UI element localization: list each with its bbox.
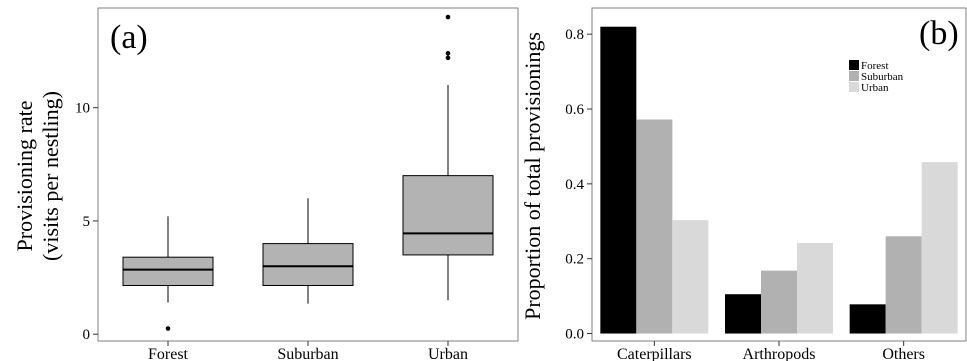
panel-b-series-suburban	[636, 119, 922, 334]
box-iqr	[262, 243, 354, 287]
panel-a-box-suburban	[262, 198, 354, 304]
panel-a-ytick-label: 5	[83, 214, 91, 230]
bar-others	[885, 236, 922, 334]
panel-b-series-forest	[600, 26, 886, 334]
bar-caterpillars	[600, 26, 637, 334]
panel-b-ytick-label: 0.6	[565, 102, 584, 118]
panel-a-boxes	[122, 14, 494, 331]
box-iqr	[402, 175, 494, 256]
panel-b-ytick-label: 0.8	[565, 27, 584, 43]
panel-a-ytick-label: 10	[75, 101, 90, 117]
panel-a-y-axis: 0 5 10	[75, 101, 98, 343]
panel-b-ytick-label: 0.0	[565, 327, 584, 343]
legend-entry-urban: Urban	[849, 82, 889, 94]
panel-b-x-axis: Caterpillars Arthropods Others	[617, 341, 925, 361]
panel-a-boxplot: (a) Provisioning rate (visits per nestli…	[12, 7, 519, 361]
legend-entry-forest: Forest	[849, 60, 889, 72]
legend-entry-suburban: Suburban	[849, 71, 904, 83]
panel-b-bars	[600, 26, 958, 334]
panel-a-xtick-label: Forest	[148, 346, 189, 361]
panel-a-xtick-label: Urban	[428, 346, 468, 361]
bar-others	[849, 304, 886, 334]
panel-a-ylabel-line1: Provisioning rate	[12, 101, 37, 252]
legend-label: Urban	[861, 82, 889, 94]
panel-b-xtick-label: Caterpillars	[617, 346, 692, 361]
panel-b-y-axis: 0.0 0.2 0.4 0.6 0.8	[565, 27, 592, 343]
outlier-point	[445, 51, 451, 56]
legend-label: Forest	[861, 60, 889, 72]
panel-b-series-urban	[672, 162, 958, 334]
legend-swatch	[849, 71, 859, 81]
outlier-point	[445, 55, 451, 61]
panel-a-label: (a)	[110, 19, 148, 56]
outlier-point	[165, 326, 171, 331]
panel-a-ylabel-line2: (visits per nestling)	[38, 91, 63, 261]
panel-a-box-urban	[402, 14, 494, 301]
panel-b-barchart: (b) Proportion of total provisionings 0.…	[520, 7, 967, 361]
bar-others	[921, 162, 958, 334]
legend-swatch	[849, 60, 859, 70]
panel-b-ylabel: Proportion of total provisionings	[520, 32, 545, 320]
panel-b-label: (b)	[919, 15, 959, 52]
panel-a-x-axis: Forest Suburban Urban	[148, 341, 468, 361]
panel-b-ytick-label: 0.4	[565, 177, 584, 193]
panel-b-xtick-label: Arthropods	[743, 346, 816, 361]
box-iqr	[122, 256, 214, 287]
bar-caterpillars	[672, 220, 709, 334]
bar-arthropods	[797, 242, 833, 334]
legend-label: Suburban	[861, 71, 904, 83]
bar-caterpillars	[636, 119, 673, 334]
outlier-point	[445, 14, 451, 20]
panel-b-xtick-label: Others	[882, 346, 925, 361]
panel-a-ytick-label: 0	[83, 327, 91, 343]
bar-arthropods	[725, 294, 761, 334]
legend-swatch	[849, 82, 859, 92]
panel-a-xtick-label: Suburban	[277, 346, 338, 361]
panel-b-ytick-label: 0.2	[565, 252, 584, 268]
panel-a-box-forest	[122, 216, 214, 331]
bar-arthropods	[761, 270, 797, 334]
